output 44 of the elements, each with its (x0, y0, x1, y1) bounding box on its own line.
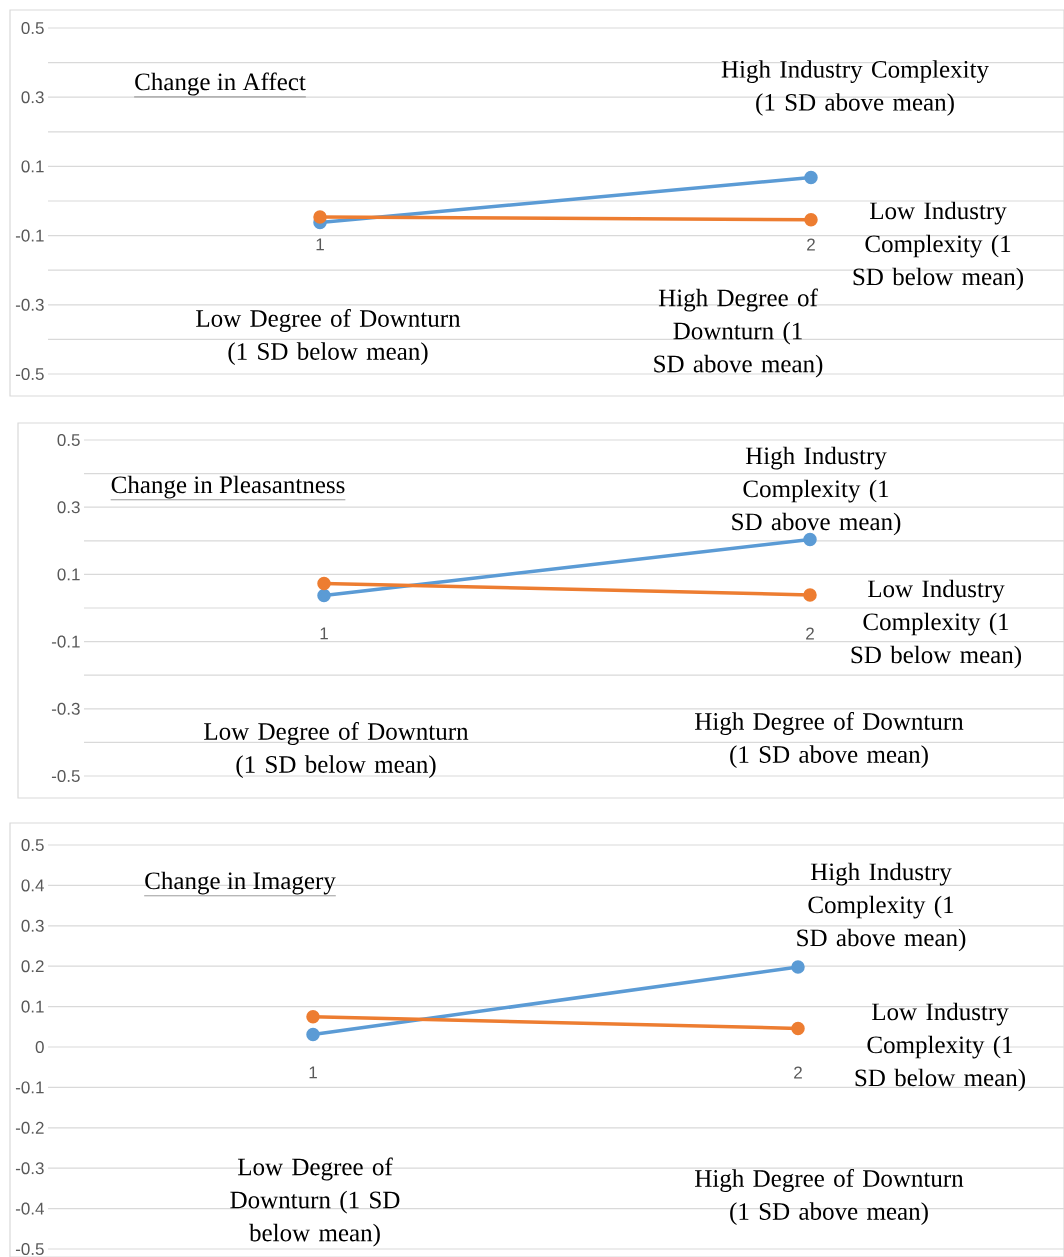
y-tick-label: 0.5 (21, 838, 44, 852)
y-tick-label: 0.3 (57, 501, 80, 514)
text: High Industry Complexity (1 SD above mean) (721, 60, 989, 116)
y-tick-label: 0.2 (21, 960, 44, 973)
annotation: Low Degree of Downturn (1 SD below mean) (230, 1157, 400, 1247)
y-tick-label: 0.4 (21, 879, 44, 892)
annotation: High Degree of Downturn (1 SD above mean) (654, 288, 823, 378)
x-tick-label: 2 (807, 238, 815, 251)
y-tick-label: -0.3 (15, 298, 44, 311)
y-tick-label: 0.3 (21, 919, 44, 932)
annotation: High Degree of Downturn (1 SD above mean) (695, 712, 964, 768)
text: Low Industry Complexity (1 SD below mean) (855, 1002, 1025, 1092)
annotation: High Degree of Downturn (1 SD above mean) (695, 1169, 964, 1225)
y-tick-label: 0.1 (21, 160, 44, 173)
y-tick-label: 0 (35, 1040, 44, 1054)
x-tick-label: 1 (316, 238, 324, 251)
y-tick-label: -0.1 (15, 229, 44, 242)
annotation: Low Degree of Downturn (1 SD below mean) (196, 309, 461, 365)
x-tick-label: 2 (806, 627, 814, 640)
annotation: Low Degree of Downturn (1 SD below mean) (204, 722, 469, 778)
text: Change in Affect (135, 72, 306, 96)
y-tick-label: -0.1 (51, 635, 80, 648)
y-tick-label: -0.5 (51, 769, 80, 783)
y-tick-label: -0.1 (15, 1081, 44, 1094)
y-tick-label: -0.5 (15, 1242, 44, 1256)
series-label: High Industry Complexity (1 SD above mean) (797, 862, 966, 952)
series-label: Low Industry Complexity (1 SD below mean) (851, 579, 1021, 669)
y-tick-label: -0.5 (15, 367, 44, 381)
x-tick-label: 2 (794, 1066, 802, 1079)
text: Change in Pleasantness (111, 475, 345, 499)
y-tick-label: 0.1 (57, 568, 80, 581)
x-tick-label: 1 (320, 627, 328, 640)
x-tick-label: 1 (309, 1066, 317, 1079)
y-tick-label: 0.5 (21, 21, 44, 35)
series-label: High Industry Complexity (1 SD above mean) (732, 446, 901, 536)
y-tick-label: -0.3 (51, 702, 80, 715)
text: Change in Imagery (145, 871, 336, 895)
y-tick-label: -0.2 (15, 1121, 44, 1134)
y-tick-label: -0.3 (15, 1162, 44, 1175)
y-tick-label: -0.4 (15, 1202, 44, 1215)
y-tick-label: 0.1 (21, 1000, 44, 1013)
y-tick-label: 0.3 (21, 91, 44, 104)
y-tick-label: 0.5 (57, 433, 80, 447)
series-label: Low Industry Complexity (1 SD below mean) (853, 201, 1023, 291)
